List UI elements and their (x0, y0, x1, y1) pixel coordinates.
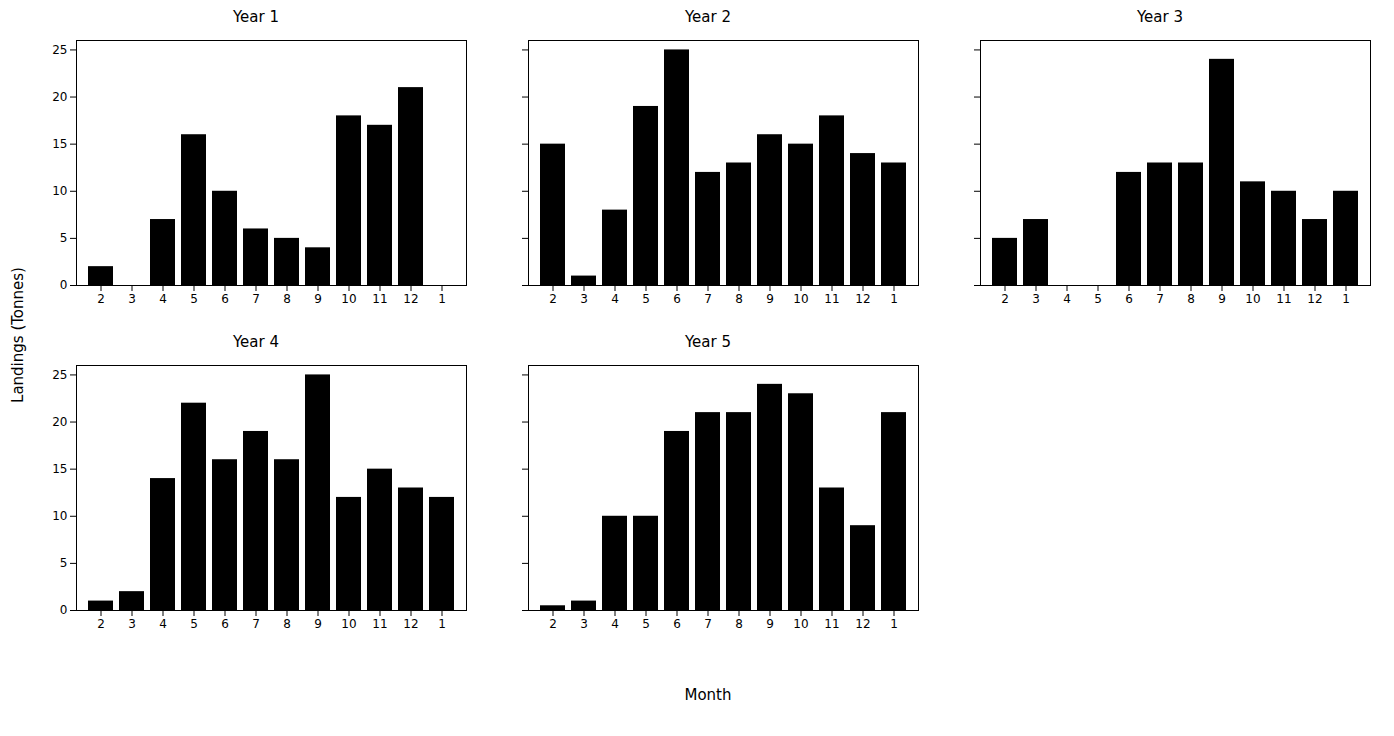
svg-text:3: 3 (128, 292, 136, 306)
svg-text:3: 3 (580, 617, 588, 631)
svg-text:3: 3 (128, 617, 136, 631)
svg-text:5: 5 (190, 292, 198, 306)
svg-text:5: 5 (1094, 292, 1102, 306)
svg-text:9: 9 (766, 617, 774, 631)
svg-text:5: 5 (60, 556, 68, 570)
svg-text:8: 8 (735, 292, 743, 306)
svg-text:3: 3 (1032, 292, 1040, 306)
svg-text:7: 7 (252, 292, 260, 306)
svg-text:9: 9 (314, 617, 322, 631)
html-text:Year 3: Year 3 (1137, 8, 1183, 26)
svg-text:10: 10 (52, 184, 67, 198)
svg-text:6: 6 (673, 292, 681, 306)
svg-text:5: 5 (642, 617, 650, 631)
svg-text:12: 12 (403, 292, 418, 306)
svg-text:8: 8 (283, 617, 291, 631)
svg-text:10: 10 (793, 617, 808, 631)
svg-text:7: 7 (252, 617, 260, 631)
svg-text:0: 0 (60, 603, 68, 617)
svg-text:4: 4 (1063, 292, 1071, 306)
svg-text:11: 11 (372, 292, 387, 306)
svg-text:1: 1 (890, 292, 898, 306)
svg-text:8: 8 (735, 617, 743, 631)
html-text:Year 2: Year 2 (685, 8, 731, 26)
svg-text:15: 15 (52, 462, 67, 476)
svg-text:11: 11 (824, 292, 839, 306)
svg-text:6: 6 (1125, 292, 1133, 306)
svg-text:6: 6 (221, 617, 229, 631)
svg-text:10: 10 (1245, 292, 1260, 306)
svg-text:2: 2 (97, 617, 105, 631)
svg-text:7: 7 (704, 617, 712, 631)
svg-text:25: 25 (52, 43, 67, 57)
svg-text:4: 4 (611, 617, 619, 631)
svg-text:2: 2 (97, 292, 105, 306)
svg-text:2: 2 (549, 292, 557, 306)
svg-text:5: 5 (60, 231, 68, 245)
svg-text:2: 2 (1001, 292, 1009, 306)
svg-text:4: 4 (159, 292, 167, 306)
html-text:Year 1: Year 1 (233, 8, 279, 26)
svg-text:1: 1 (438, 617, 446, 631)
svg-text:15: 15 (52, 137, 67, 151)
svg-text:1: 1 (1342, 292, 1350, 306)
svg-text:12: 12 (403, 617, 418, 631)
html-text:Year 5: Year 5 (685, 333, 731, 351)
svg-text:3: 3 (580, 292, 588, 306)
svg-text:12: 12 (855, 292, 870, 306)
svg-text:5: 5 (642, 292, 650, 306)
html-text:Landings (Tonnes): Landings (Tonnes) (9, 267, 27, 403)
svg-text:10: 10 (341, 617, 356, 631)
svg-text:1: 1 (438, 292, 446, 306)
svg-text:11: 11 (1276, 292, 1291, 306)
svg-text:6: 6 (221, 292, 229, 306)
svg-text:8: 8 (1187, 292, 1195, 306)
html-text:Year 4: Year 4 (233, 333, 279, 351)
html-text:Month: Month (684, 686, 732, 704)
svg-text:11: 11 (372, 617, 387, 631)
svg-text:10: 10 (52, 509, 67, 523)
svg-text:2: 2 (549, 617, 557, 631)
svg-text:5: 5 (190, 617, 198, 631)
svg-text:12: 12 (1307, 292, 1322, 306)
svg-text:9: 9 (766, 292, 774, 306)
svg-text:0: 0 (60, 278, 68, 292)
svg-text:10: 10 (341, 292, 356, 306)
svg-text:20: 20 (52, 415, 67, 429)
svg-text:1: 1 (890, 617, 898, 631)
svg-text:9: 9 (1218, 292, 1226, 306)
svg-text:8: 8 (283, 292, 291, 306)
svg-text:9: 9 (314, 292, 322, 306)
svg-text:25: 25 (52, 368, 67, 382)
svg-text:11: 11 (824, 617, 839, 631)
svg-text:12: 12 (855, 617, 870, 631)
svg-text:10: 10 (793, 292, 808, 306)
svg-text:7: 7 (1156, 292, 1164, 306)
svg-text:4: 4 (611, 292, 619, 306)
svg-text:6: 6 (673, 617, 681, 631)
svg-text:20: 20 (52, 90, 67, 104)
svg-text:7: 7 (704, 292, 712, 306)
svg-text:4: 4 (159, 617, 167, 631)
